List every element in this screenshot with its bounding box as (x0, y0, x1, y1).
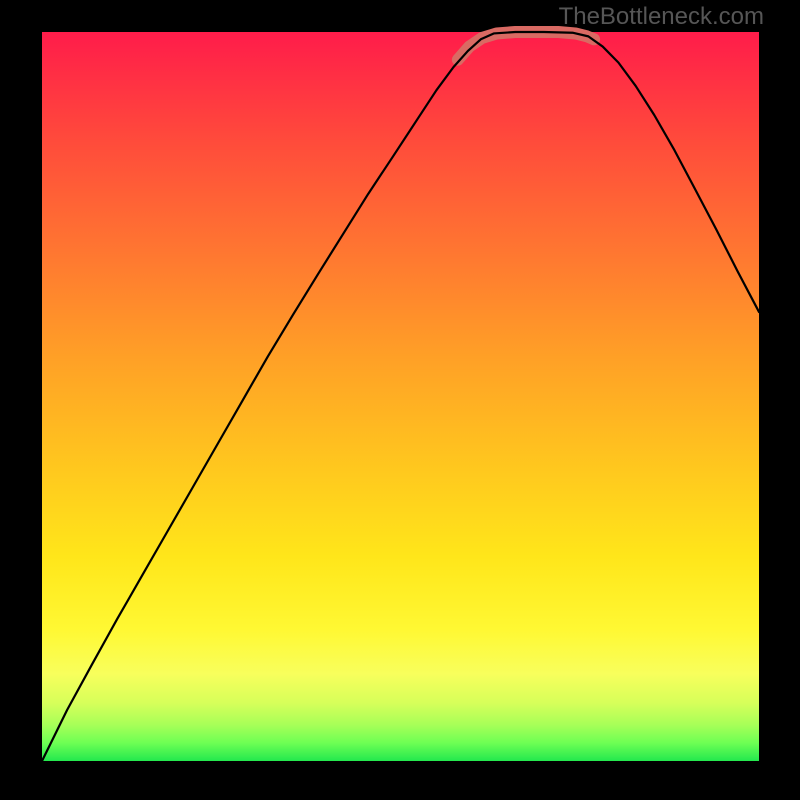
chart-svg (0, 0, 800, 800)
gradient-panel (42, 32, 759, 761)
chart-stage: TheBottleneck.com (0, 0, 800, 800)
watermark-text: TheBottleneck.com (559, 3, 764, 31)
